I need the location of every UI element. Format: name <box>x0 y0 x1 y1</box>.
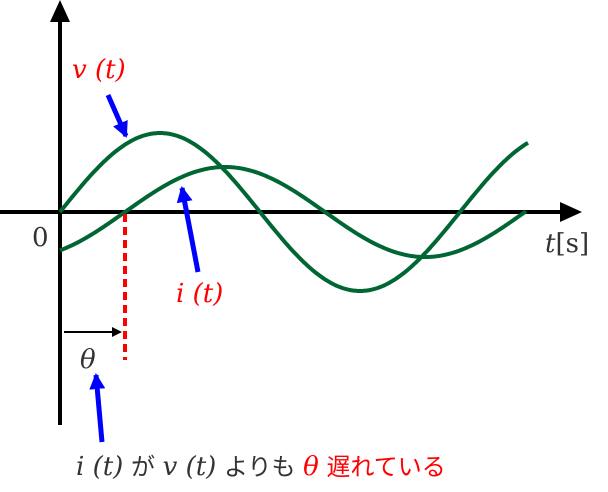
current-pointer-arrow <box>176 186 201 273</box>
caption: i (t) が v (t) よりも θ 遅れている <box>76 452 446 482</box>
x-axis-arrowhead <box>560 202 582 222</box>
t-axis-unit: [s] <box>555 229 589 259</box>
caption-lagging: 遅れている <box>326 453 445 481</box>
caption-voltage: v (t) <box>163 452 217 482</box>
theta-pointer-arrow <box>89 373 106 443</box>
caption-yorimo: よりも <box>224 453 296 481</box>
caption-current: i (t) <box>76 452 123 482</box>
caption-ga: が <box>131 453 155 481</box>
current-curve <box>59 165 528 259</box>
voltage-curve <box>58 131 530 293</box>
current-label: i (t) <box>176 279 223 309</box>
voltage-label: v (t) <box>72 55 126 85</box>
origin-label: 0 <box>32 223 49 253</box>
caption-theta: θ <box>303 452 319 482</box>
t-axis-label: t[s] <box>545 229 589 259</box>
theta-label: θ <box>80 345 96 375</box>
y-axis-arrowhead <box>50 0 70 22</box>
voltage-pointer-arrow <box>105 93 129 138</box>
t-axis-var: t <box>545 229 556 259</box>
